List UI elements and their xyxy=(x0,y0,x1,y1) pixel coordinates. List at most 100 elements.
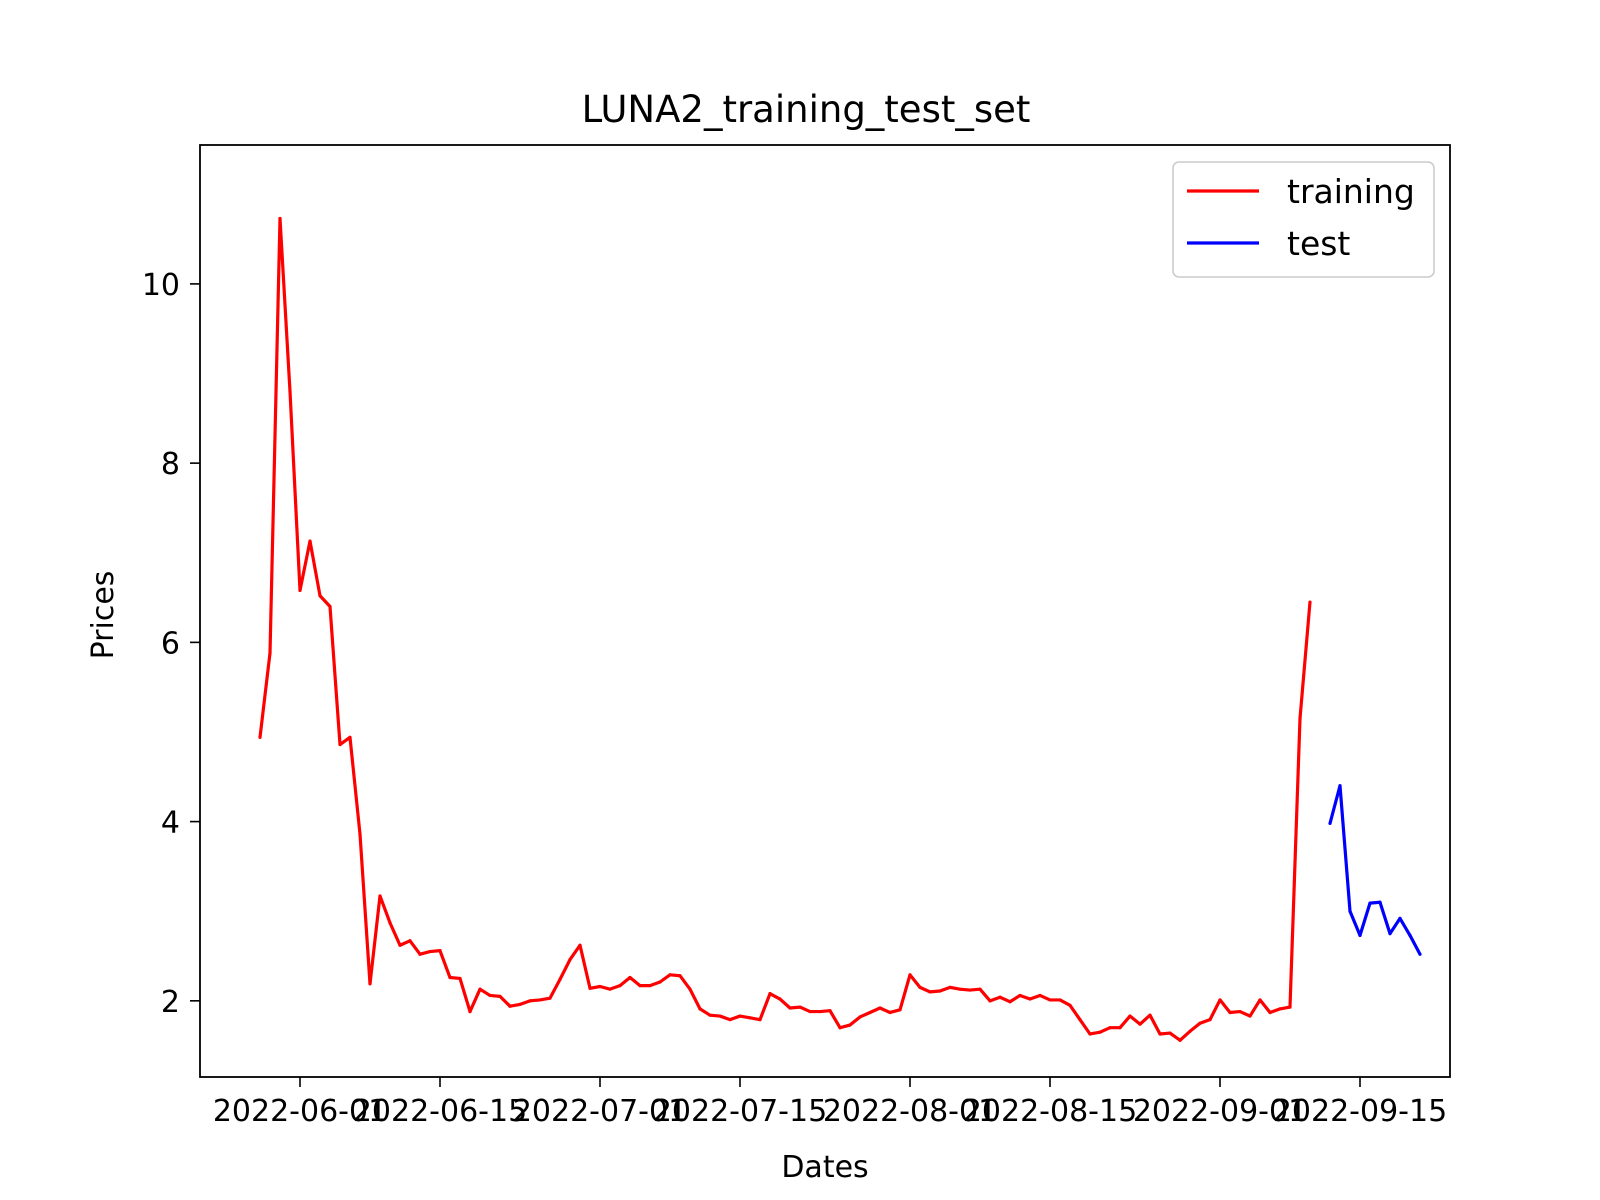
legend: training test xyxy=(1172,161,1435,278)
data-point-test xyxy=(1378,900,1382,904)
data-point-training xyxy=(358,832,362,836)
data-point-training xyxy=(718,1014,722,1018)
data-point-training xyxy=(648,983,652,988)
data-point-training xyxy=(618,983,622,988)
data-point-training xyxy=(1068,1003,1072,1007)
data-point-training xyxy=(588,986,592,990)
data-point-training xyxy=(828,1009,832,1013)
data-point-training xyxy=(1148,1013,1152,1017)
data-point-training xyxy=(1298,716,1302,721)
data-point-training xyxy=(338,742,342,747)
data-point-training xyxy=(1268,1010,1272,1015)
data-point-training xyxy=(448,975,452,980)
plot-frame xyxy=(199,144,1451,1078)
data-point-training xyxy=(1158,1032,1162,1036)
data-point-training xyxy=(1078,1018,1082,1022)
data-point-training xyxy=(598,984,602,989)
data-point-training xyxy=(258,735,262,739)
data-point-training xyxy=(1088,1032,1092,1036)
data-point-training xyxy=(778,997,782,1001)
data-point-training xyxy=(1098,1030,1102,1034)
data-point-training xyxy=(918,985,922,989)
data-point-training xyxy=(498,994,502,998)
data-point-training xyxy=(1258,998,1262,1002)
data-point-test xyxy=(1418,952,1422,956)
data-point-training xyxy=(668,973,672,977)
data-point-training xyxy=(708,1013,712,1017)
x-tick-label: 2022-09-01 xyxy=(1133,1094,1307,1129)
data-point-training xyxy=(1218,998,1222,1002)
data-point-training xyxy=(988,999,992,1003)
data-point-training xyxy=(818,1009,822,1014)
data-point-training xyxy=(1248,1014,1252,1018)
data-point-training xyxy=(728,1018,732,1022)
data-point-training xyxy=(1288,1005,1292,1009)
data-point-training xyxy=(978,987,982,991)
data-point-training xyxy=(998,995,1002,999)
data-point-training xyxy=(1138,1022,1142,1026)
x-tick-label: 2022-08-01 xyxy=(823,1094,997,1129)
x-axis-label: Dates xyxy=(781,1150,868,1185)
data-point-training xyxy=(1118,1026,1122,1030)
data-point-training xyxy=(678,974,682,978)
data-point-training xyxy=(1008,1000,1012,1004)
data-point-training xyxy=(308,539,312,543)
plot-series xyxy=(258,216,1422,1042)
data-point-training xyxy=(288,389,292,394)
data-point-training xyxy=(688,987,692,991)
y-tick-label: 10 xyxy=(142,268,180,303)
data-point-training xyxy=(868,1010,872,1015)
data-point-training xyxy=(528,999,532,1003)
data-point-training xyxy=(1198,1021,1202,1025)
data-point-test xyxy=(1388,932,1392,936)
data-point-training xyxy=(858,1015,862,1019)
data-point-training xyxy=(368,982,372,986)
data-point-training xyxy=(948,985,952,989)
data-point-training xyxy=(1308,600,1312,604)
data-point-training xyxy=(798,1005,802,1009)
data-point-training xyxy=(1018,993,1022,998)
data-point-training xyxy=(908,973,912,977)
data-point-training xyxy=(968,988,972,992)
data-point-training xyxy=(268,651,272,655)
data-point-training xyxy=(638,983,642,988)
data-point-training xyxy=(348,735,352,739)
x-tick-label: 2022-06-01 xyxy=(213,1094,387,1129)
data-point-training xyxy=(378,894,382,898)
x-tick-label: 2022-09-15 xyxy=(1273,1094,1447,1129)
y-axis: 2 4 6 8 10 xyxy=(142,268,200,1020)
data-point-training xyxy=(1168,1031,1172,1035)
data-point-training xyxy=(468,1009,472,1014)
data-point-training xyxy=(398,943,402,947)
data-point-training xyxy=(538,998,542,1002)
data-point-training xyxy=(838,1026,842,1030)
x-tick-label: 2022-07-15 xyxy=(653,1094,827,1129)
data-point-training xyxy=(1208,1018,1212,1022)
y-tick-label: 2 xyxy=(161,985,180,1020)
data-point-training xyxy=(488,993,492,998)
data-point-training xyxy=(628,975,632,980)
data-point-training xyxy=(1028,997,1032,1001)
data-point-test xyxy=(1338,784,1342,788)
y-tick-label: 8 xyxy=(161,447,180,482)
data-point-test xyxy=(1328,821,1332,825)
y-tick-label: 6 xyxy=(161,626,180,661)
y-tick-label: 4 xyxy=(161,806,180,841)
data-point-training xyxy=(1038,993,1042,998)
data-point-training xyxy=(568,958,572,962)
data-point-training xyxy=(958,987,962,991)
data-point-test xyxy=(1348,909,1352,913)
series-line-test xyxy=(1328,784,1422,955)
x-axis: 2022-06-012022-06-152022-07-012022-07-15… xyxy=(213,1077,1447,1129)
data-point-test xyxy=(1408,933,1412,938)
data-point-training xyxy=(518,1002,522,1007)
data-point-training xyxy=(878,1006,882,1010)
data-point-training xyxy=(1278,1007,1282,1011)
data-point-training xyxy=(848,1023,852,1027)
data-point-training xyxy=(388,921,392,925)
data-point-test xyxy=(1368,901,1372,905)
data-point-training xyxy=(478,987,482,991)
data-point-test xyxy=(1398,916,1402,920)
data-point-test xyxy=(1358,933,1362,938)
